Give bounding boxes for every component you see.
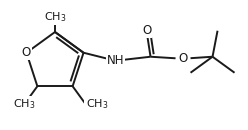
Text: CH$_3$: CH$_3$ bbox=[86, 97, 108, 111]
Text: O: O bbox=[22, 46, 31, 59]
Text: CH$_3$: CH$_3$ bbox=[13, 97, 36, 111]
Text: O: O bbox=[142, 24, 151, 37]
Text: NH: NH bbox=[107, 54, 124, 67]
Text: O: O bbox=[178, 52, 187, 65]
Text: CH$_3$: CH$_3$ bbox=[44, 10, 66, 24]
